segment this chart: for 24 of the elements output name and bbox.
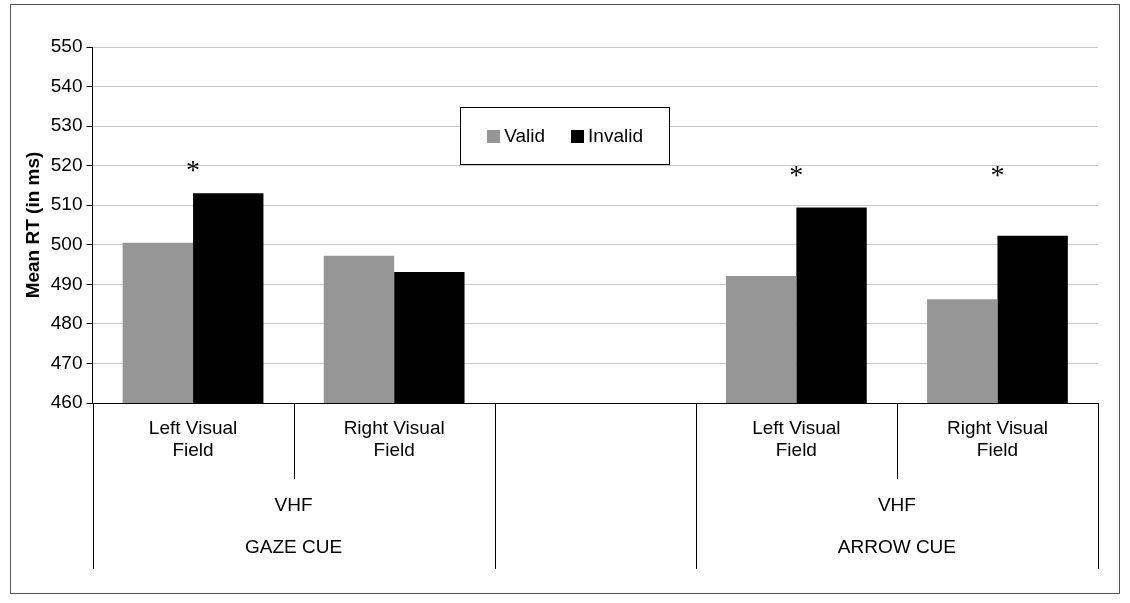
- y-tick-label: 510: [50, 193, 83, 215]
- y-axis-title: Mean RT (in ms): [21, 151, 43, 299]
- y-tick-label: 500: [50, 233, 83, 255]
- y-tick-label: 520: [50, 153, 83, 175]
- data-label: *: [789, 158, 804, 190]
- x-tick-label: Left Visual Field: [752, 416, 841, 461]
- text: ARROW CUE: [837, 536, 957, 558]
- text: VHF: [877, 494, 916, 516]
- x-tick-label: Right Visual Field: [343, 416, 445, 461]
- x-tick-label: Left Visual Field: [148, 416, 238, 461]
- data-label: *: [186, 154, 201, 186]
- y-tick-label: 490: [50, 272, 83, 294]
- data-label: *: [990, 158, 1005, 190]
- y-tick-label: 480: [50, 312, 83, 334]
- y-tick-label: 540: [50, 74, 83, 96]
- y-tick-label: 530: [50, 114, 83, 136]
- y-tick-label: 460: [50, 391, 83, 413]
- y-tick-label: 470: [50, 351, 83, 373]
- legend-label: Invalid: [588, 125, 644, 146]
- legend-label: Valid: [504, 125, 546, 146]
- text: GAZE CUE: [245, 536, 343, 558]
- y-tick-label: 550: [50, 35, 83, 57]
- x-tick-label: Right Visual Field: [946, 416, 1048, 461]
- text: VHF: [274, 494, 313, 516]
